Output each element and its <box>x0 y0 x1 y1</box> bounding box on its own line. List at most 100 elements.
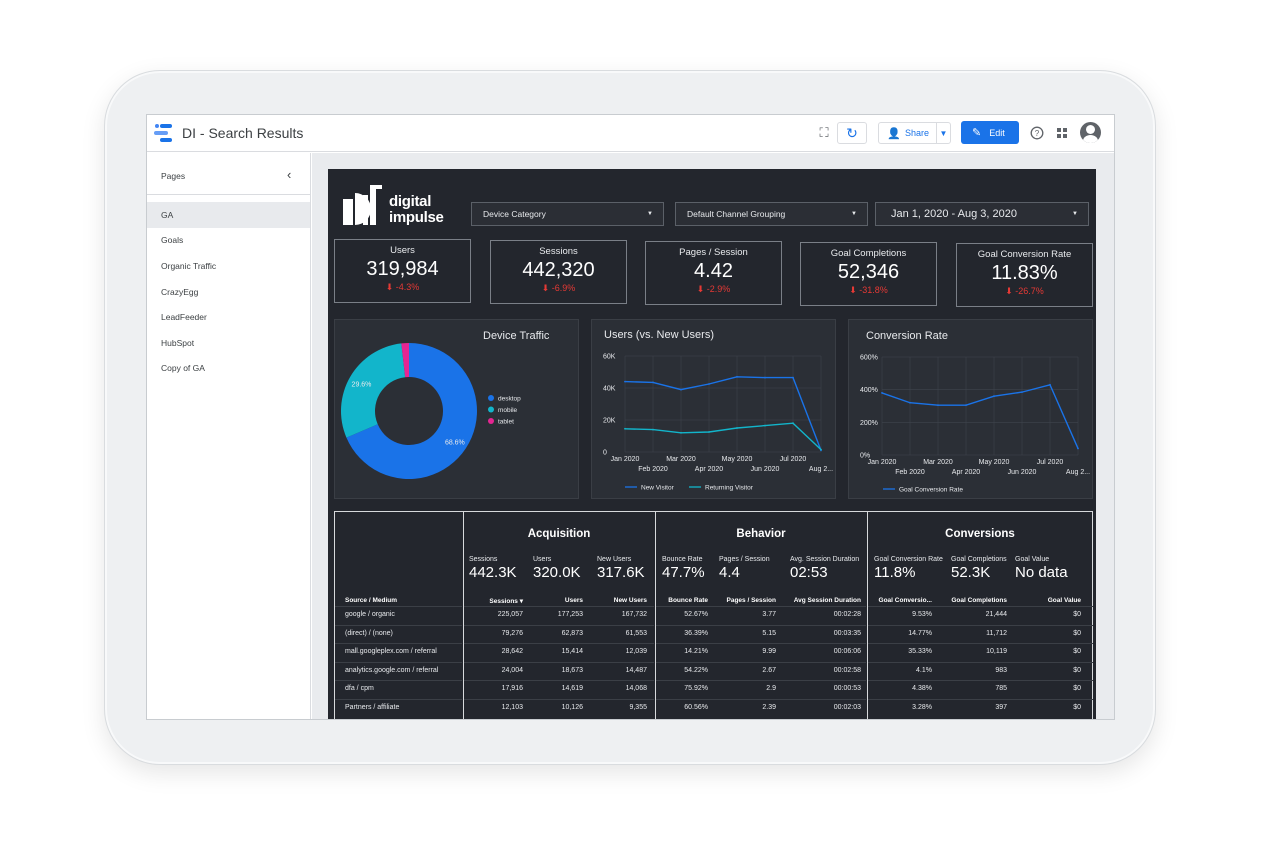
table-divider <box>867 512 868 719</box>
pages-session-cell: 2.39 <box>762 704 776 711</box>
section-conversions: Conversions <box>945 528 1015 540</box>
goal-conv-rate-cell: 35.33% <box>908 648 932 656</box>
users-cell: 18,673 <box>561 666 583 674</box>
bounce-rate-cell: 54.22% <box>684 666 708 674</box>
sidebar-item-crazyegg[interactable]: CrazyEgg <box>161 286 199 297</box>
header-avg-session-duration[interactable]: Avg Session Duration <box>793 597 861 604</box>
row-separator <box>868 699 1093 700</box>
x-tick-label: Aug 2... <box>1066 469 1090 476</box>
edit-button[interactable]: ✎ Edit <box>961 121 1019 144</box>
header-bounce-rate[interactable]: Bounce Rate <box>668 597 708 604</box>
sidebar-item-copy-of-ga[interactable]: Copy of GA <box>161 363 205 374</box>
data-point <box>792 422 794 425</box>
device-category-filter[interactable]: Device Category ▼ <box>471 202 664 226</box>
chevron-down-icon: ▼ <box>1072 211 1078 217</box>
header-goal-conversion-rate[interactable]: Goal Conversio... <box>878 597 932 604</box>
goal-completions-cell: 10,119 <box>986 648 1007 656</box>
table-row[interactable]: (direct) / (none) 79,276 62,873 61,553 36.39… <box>335 624 1093 644</box>
fullscreen-icon[interactable]: ⛶ <box>819 125 829 140</box>
summary-label: Goal Conversion Rate <box>874 556 943 563</box>
bounce-rate-cell: 75.92% <box>684 685 708 693</box>
summary-value: 11.8% <box>874 564 916 581</box>
kpi-delta: ⬇ -26.7% <box>1005 286 1044 296</box>
pages-session-cell: 2.9 <box>766 685 776 693</box>
report-title[interactable]: DI - Search Results <box>182 125 304 141</box>
table-row[interactable]: dfa / cpm 17,916 14,619 14,068 75.92% 2.9 00:0… <box>335 680 1093 699</box>
table-row[interactable]: Partners / affiliate 12,103 10,126 9,355 60.… <box>335 699 1093 718</box>
header-new-users[interactable]: New Users <box>613 597 647 604</box>
goal-value-cell: $0 <box>1073 685 1081 693</box>
kpi-label: Pages / Session <box>679 247 748 258</box>
sessions-cell: 24,004 <box>501 666 523 674</box>
x-tick-label: Apr 2020 <box>695 466 724 473</box>
help-icon[interactable]: ? <box>1027 123 1047 143</box>
x-tick-label: Jul 2020 <box>1037 459 1064 466</box>
x-tick-label: Mar 2020 <box>666 456 696 463</box>
row-separator <box>656 643 866 645</box>
row-separator <box>868 661 1093 663</box>
users-cell: 62,873 <box>561 629 583 637</box>
x-tick-label: Jan 2020 <box>868 459 897 466</box>
apps-grid-icon[interactable] <box>1052 123 1072 143</box>
share-button[interactable]: 👤 Share ▼ <box>878 122 951 144</box>
avg-duration-cell: 00:02:58 <box>833 666 861 674</box>
users-cell: 177,253 <box>557 611 583 618</box>
goal-completions-cell: 397 <box>995 704 1007 711</box>
avg-duration-cell: 00:03:35 <box>833 629 861 637</box>
legend-swatch <box>488 418 494 424</box>
row-separator <box>464 699 654 700</box>
sidebar-item-ga[interactable]: GA <box>147 202 310 228</box>
channel-grouping-filter[interactable]: Default Channel Grouping ▼ <box>675 202 868 226</box>
sidebar-item-hubspot[interactable]: HubSpot <box>161 337 195 348</box>
kpi-value: 52,346 <box>837 261 900 283</box>
avg-duration-cell: 00:02:28 <box>833 611 861 618</box>
summary-label: Goal Completions <box>951 556 1007 563</box>
table-divider <box>463 512 464 719</box>
table-row[interactable]: google / organic 225,057 177,253 167,732 52.… <box>335 606 1093 625</box>
legend-swatch <box>488 395 494 401</box>
sessions-cell: 28,642 <box>501 648 523 656</box>
users-chart-panel: Users (vs. New Users) 0 20K 40K 60K Jan 2020… <box>591 319 836 499</box>
kpi-delta: ⬇ -6.9% <box>541 283 576 293</box>
header-source-medium[interactable]: Source / Medium <box>345 597 398 604</box>
data-studio-logo-icon <box>154 124 172 142</box>
row-separator <box>868 680 1093 682</box>
top-bar: DI - Search Results ⛶ ↻ 👤 Share ▼ ✎ Edit… <box>147 115 1114 152</box>
row-separator <box>335 606 462 607</box>
users-line-chart: 0 20K 40K 60K Jan 2020 Mar 2020 May 2020 Jul 20… <box>603 354 833 492</box>
share-dropdown-icon[interactable]: ▼ <box>936 123 950 143</box>
header-pages-session[interactable]: Pages / Session <box>726 597 777 604</box>
y-tick-label: 0% <box>860 453 870 460</box>
sidebar-item-leadfeeder[interactable]: LeadFeeder <box>161 312 207 323</box>
data-point <box>680 388 682 391</box>
header-goal-value[interactable]: Goal Value <box>1047 597 1081 604</box>
header-goal-completions[interactable]: Goal Completions <box>951 597 1007 604</box>
goal-value-cell: $0 <box>1073 629 1081 637</box>
kpi-label: Goal Completions <box>830 248 907 259</box>
share-label: Share <box>905 128 930 138</box>
summary-value: 4.4 <box>719 564 740 581</box>
bounce-rate-cell: 14.21% <box>684 648 708 656</box>
avg-duration-cell: 00:06:06 <box>833 648 861 656</box>
new-users-cell: 9,355 <box>629 704 647 711</box>
data-point <box>993 395 995 398</box>
sidebar-item-goals[interactable]: Goals <box>161 235 184 246</box>
row-separator <box>868 643 1093 645</box>
series-line-0 <box>881 383 1079 449</box>
refresh-button[interactable]: ↻ <box>837 122 867 144</box>
header-users[interactable]: Users <box>564 597 583 604</box>
sidebar-item-organic-traffic[interactable]: Organic Traffic <box>161 260 217 271</box>
data-point <box>792 376 794 379</box>
x-tick-label: May 2020 <box>722 456 753 463</box>
date-range-control[interactable]: Jan 1, 2020 - Aug 3, 2020 ▼ <box>875 202 1089 226</box>
users-cell: 15,414 <box>561 648 583 656</box>
account-avatar[interactable] <box>1080 122 1101 143</box>
refresh-icon: ↻ <box>846 124 858 141</box>
collapse-sidebar-icon[interactable]: ‹ <box>287 167 292 182</box>
header-sessions[interactable]: Sessions ▾ <box>489 598 523 605</box>
data-point <box>1077 447 1079 450</box>
table-row[interactable]: analytics.google.com / referral 24,004 18,… <box>335 661 1093 681</box>
table-row[interactable]: mall.googleplex.com / referral 28,642 15,4… <box>335 643 1093 662</box>
data-point <box>624 427 626 430</box>
avg-duration-cell: 00:02:03 <box>833 704 861 711</box>
